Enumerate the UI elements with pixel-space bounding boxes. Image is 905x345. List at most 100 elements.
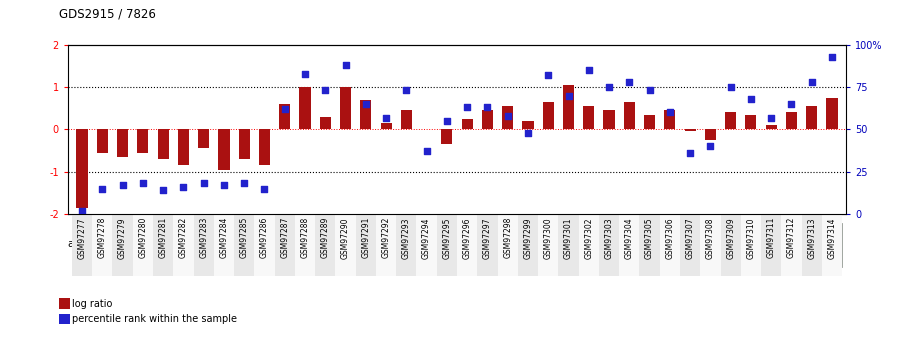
Bar bbox=[781, 214, 802, 276]
Bar bbox=[644, 115, 655, 129]
Bar bbox=[234, 214, 254, 276]
Point bbox=[622, 79, 636, 85]
Bar bbox=[481, 110, 493, 129]
Bar bbox=[705, 129, 716, 140]
Bar bbox=[340, 87, 351, 129]
Bar bbox=[177, 129, 189, 165]
Bar bbox=[279, 104, 291, 129]
Bar bbox=[295, 214, 315, 276]
Bar bbox=[401, 110, 412, 129]
Text: GSM97282: GSM97282 bbox=[179, 217, 188, 258]
Bar bbox=[259, 129, 270, 165]
Bar bbox=[117, 129, 129, 157]
Point bbox=[764, 115, 778, 120]
Text: GSM97311: GSM97311 bbox=[767, 217, 776, 258]
Bar bbox=[522, 121, 534, 129]
Text: GSM97285: GSM97285 bbox=[240, 217, 249, 258]
Bar bbox=[660, 214, 680, 276]
Text: GSM97284: GSM97284 bbox=[219, 217, 228, 258]
Bar bbox=[462, 119, 472, 129]
Text: GSM97280: GSM97280 bbox=[138, 217, 148, 258]
Text: log ratio: log ratio bbox=[72, 299, 113, 308]
Point bbox=[481, 105, 495, 110]
Bar bbox=[664, 110, 675, 129]
Bar bbox=[376, 214, 396, 276]
Point bbox=[115, 183, 129, 188]
Point bbox=[95, 186, 110, 191]
Bar bbox=[583, 106, 595, 129]
Point bbox=[257, 186, 272, 191]
Bar bbox=[826, 98, 837, 129]
Text: GSM97312: GSM97312 bbox=[787, 217, 796, 258]
Bar bbox=[725, 112, 737, 129]
Point bbox=[460, 105, 474, 110]
Point bbox=[318, 88, 332, 93]
Point bbox=[785, 101, 799, 107]
Text: GSM97303: GSM97303 bbox=[605, 217, 614, 259]
Point bbox=[216, 183, 231, 188]
Text: GSM97290: GSM97290 bbox=[341, 217, 350, 258]
Point bbox=[744, 96, 758, 102]
Bar bbox=[396, 214, 416, 276]
Text: percentile rank within the sample: percentile rank within the sample bbox=[72, 314, 237, 324]
Point bbox=[582, 67, 596, 73]
Point bbox=[541, 72, 556, 78]
Bar bbox=[619, 214, 640, 276]
Point bbox=[379, 115, 394, 120]
Bar bbox=[640, 214, 660, 276]
Bar bbox=[173, 214, 194, 276]
Bar bbox=[543, 102, 554, 129]
Bar bbox=[578, 214, 599, 276]
Text: GSM97291: GSM97291 bbox=[361, 217, 370, 258]
Bar bbox=[319, 117, 331, 129]
Point bbox=[136, 181, 150, 186]
Text: age ▶: age ▶ bbox=[68, 239, 99, 249]
Bar bbox=[274, 214, 295, 276]
Point bbox=[602, 85, 616, 90]
Text: GSM97277: GSM97277 bbox=[78, 217, 87, 258]
Bar bbox=[138, 129, 148, 152]
Bar bbox=[720, 214, 741, 276]
Bar bbox=[300, 87, 310, 129]
Bar bbox=[442, 129, 452, 144]
Bar bbox=[538, 214, 558, 276]
Text: GSM97306: GSM97306 bbox=[665, 217, 674, 259]
Bar bbox=[700, 214, 720, 276]
Point bbox=[683, 150, 698, 156]
Bar bbox=[360, 100, 371, 129]
Bar bbox=[563, 85, 574, 129]
Bar bbox=[822, 214, 843, 276]
Text: GSM97293: GSM97293 bbox=[402, 217, 411, 258]
Point bbox=[500, 113, 515, 119]
Bar bbox=[97, 129, 108, 152]
Bar bbox=[239, 129, 250, 159]
Text: GSM97295: GSM97295 bbox=[443, 217, 452, 258]
Text: GSM97281: GSM97281 bbox=[158, 217, 167, 258]
Bar bbox=[498, 214, 518, 276]
Bar bbox=[356, 214, 376, 276]
Text: GSM97278: GSM97278 bbox=[98, 217, 107, 258]
Bar bbox=[806, 106, 817, 129]
Bar bbox=[254, 214, 274, 276]
Bar bbox=[680, 214, 700, 276]
Text: GSM97298: GSM97298 bbox=[503, 217, 512, 258]
Text: GSM97296: GSM97296 bbox=[462, 217, 472, 258]
Bar bbox=[766, 125, 776, 129]
Point bbox=[561, 93, 576, 98]
Bar bbox=[457, 214, 477, 276]
Bar bbox=[214, 214, 234, 276]
Bar bbox=[761, 214, 781, 276]
Bar bbox=[624, 102, 635, 129]
Text: 32 wk: 32 wk bbox=[197, 239, 231, 249]
Point bbox=[75, 208, 90, 213]
Point bbox=[338, 62, 353, 68]
Point bbox=[440, 118, 454, 124]
Point bbox=[723, 85, 738, 90]
Text: GSM97307: GSM97307 bbox=[686, 217, 695, 259]
Bar bbox=[477, 214, 498, 276]
Point bbox=[237, 181, 252, 186]
Bar bbox=[198, 129, 209, 148]
FancyBboxPatch shape bbox=[356, 223, 578, 267]
Bar bbox=[599, 214, 619, 276]
Text: GSM97286: GSM97286 bbox=[260, 217, 269, 258]
